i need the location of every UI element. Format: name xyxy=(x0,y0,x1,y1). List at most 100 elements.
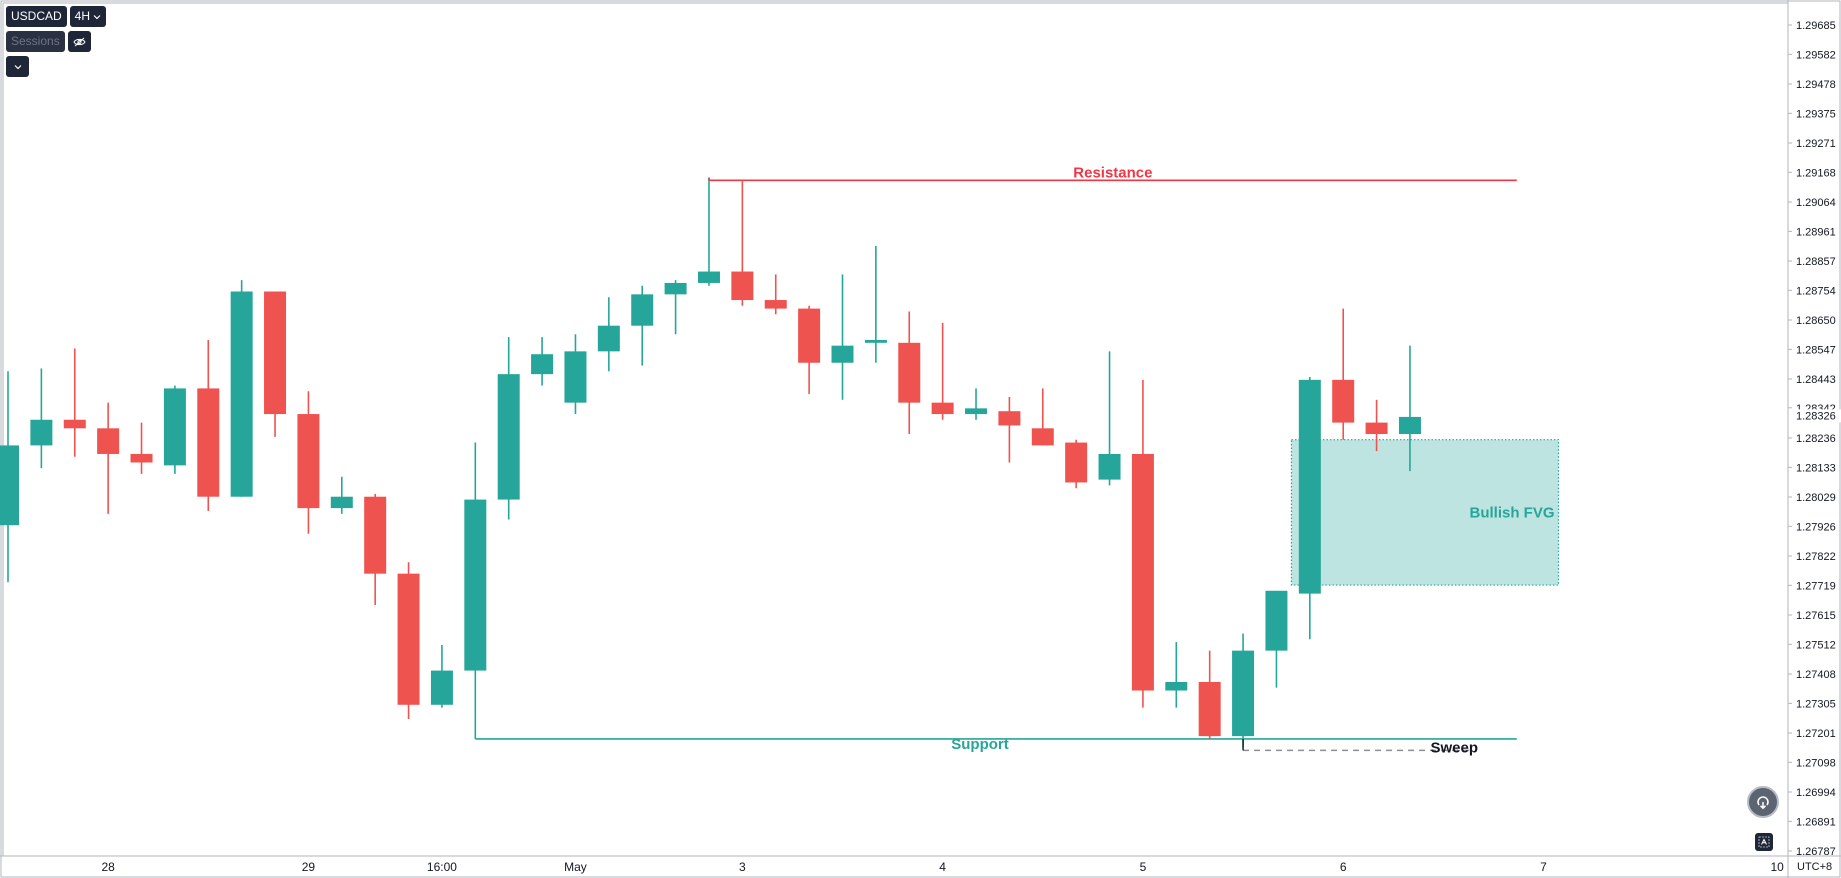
bullish-candle[interactable] xyxy=(631,285,654,366)
bullish-candle[interactable] xyxy=(230,280,253,497)
candle-body xyxy=(864,339,887,343)
sessions-indicator[interactable]: Sessions xyxy=(6,31,65,52)
bearish-candle[interactable] xyxy=(297,391,320,534)
bearish-candle[interactable] xyxy=(130,422,153,474)
bullish-candle[interactable] xyxy=(831,274,854,400)
price-tick-label: 1.28133 xyxy=(1796,462,1836,474)
bullish-candle[interactable] xyxy=(664,280,687,335)
time-tick-label: 10 xyxy=(1770,860,1784,874)
bearish-candle[interactable] xyxy=(1332,308,1355,440)
price-tick-label: 1.29271 xyxy=(1796,138,1836,150)
bullish-candle[interactable] xyxy=(965,388,988,420)
bullish-candle[interactable] xyxy=(1165,642,1188,708)
bearish-candle[interactable] xyxy=(97,402,120,514)
candle-body xyxy=(430,670,453,705)
candle-body xyxy=(1098,453,1121,480)
bullish-candle[interactable] xyxy=(330,476,353,514)
price-tick-label: 1.28443 xyxy=(1796,374,1836,386)
bullish-candle[interactable] xyxy=(1298,377,1321,640)
candle-body xyxy=(1332,379,1355,423)
price-tick-label: 1.26891 xyxy=(1796,816,1836,828)
candle-body xyxy=(697,271,720,283)
bearish-candle[interactable] xyxy=(397,562,420,720)
scroll-to-realtime-button[interactable] xyxy=(1747,786,1779,818)
auto-scale-button[interactable] xyxy=(1755,833,1773,851)
price-tick-label: 1.26787 xyxy=(1796,846,1836,858)
bearish-candle[interactable] xyxy=(931,322,954,420)
bullish-candle[interactable] xyxy=(1398,345,1421,472)
bearish-candle[interactable] xyxy=(731,180,754,306)
plot-area[interactable] xyxy=(2,2,1789,857)
bearish-candle[interactable] xyxy=(63,348,86,457)
time-tick-label: 7 xyxy=(1540,860,1547,874)
candle-body xyxy=(631,294,654,326)
sweep-label[interactable]: Sweep xyxy=(1431,739,1479,756)
bullish-candle[interactable] xyxy=(464,442,487,720)
bullish-fvg-zone[interactable] xyxy=(1290,439,1560,586)
support-label[interactable]: Support xyxy=(951,736,1009,753)
candle-body xyxy=(764,300,787,309)
price-tick-label: 1.27822 xyxy=(1796,551,1836,563)
candles-group xyxy=(0,177,1421,748)
candle-body xyxy=(163,388,186,466)
bearish-candle[interactable] xyxy=(1365,399,1388,452)
bullish-candle[interactable] xyxy=(430,644,453,708)
current-price-label[interactable]: 1.28326 xyxy=(1796,410,1836,422)
resistance-label[interactable]: Resistance xyxy=(1073,164,1152,181)
legend-toggle xyxy=(6,56,29,77)
symbol-button[interactable]: USDCAD xyxy=(6,6,67,27)
price-tick-label: 1.28547 xyxy=(1796,344,1836,356)
bullish-fvg-label[interactable]: Bullish FVG xyxy=(1469,504,1554,521)
candle-body xyxy=(1365,422,1388,435)
bearish-candle[interactable] xyxy=(1131,379,1154,708)
bearish-candle[interactable] xyxy=(1065,439,1088,489)
candle-body xyxy=(531,354,554,375)
bearish-candle[interactable] xyxy=(197,339,220,511)
bullish-candle[interactable] xyxy=(697,177,720,286)
bearish-candle[interactable] xyxy=(998,396,1021,463)
time-tick-label: 29 xyxy=(302,860,316,874)
bullish-candle[interactable] xyxy=(564,334,587,415)
bearish-candle[interactable] xyxy=(364,493,387,606)
bullish-candle[interactable] xyxy=(1232,633,1255,748)
bearish-candle[interactable] xyxy=(1031,388,1054,446)
price-tick-label: 1.28961 xyxy=(1796,226,1836,238)
bearish-candle[interactable] xyxy=(798,305,821,395)
bullish-candle[interactable] xyxy=(497,337,520,520)
candle-body xyxy=(464,499,487,671)
price-tick-label: 1.28857 xyxy=(1796,256,1836,268)
bullish-candle[interactable] xyxy=(163,385,186,474)
bullish-candle[interactable] xyxy=(531,337,554,386)
bearish-candle[interactable] xyxy=(264,291,287,437)
bullish-candle[interactable] xyxy=(1098,351,1121,486)
timezone-label[interactable]: UTC+8 xyxy=(1797,861,1833,873)
candle-body xyxy=(1265,590,1288,651)
candle-body xyxy=(97,428,120,454)
hide-indicator-button[interactable] xyxy=(67,31,91,52)
bullish-candle[interactable] xyxy=(0,371,19,583)
time-tick-label: 4 xyxy=(939,860,946,874)
bullish-candle[interactable] xyxy=(30,368,53,469)
bearish-candle[interactable] xyxy=(764,274,787,315)
price-tick-label: 1.27615 xyxy=(1796,610,1836,622)
time-tick-label: May xyxy=(564,860,587,874)
candle-body xyxy=(898,342,921,403)
price-tick-label: 1.29582 xyxy=(1796,49,1836,61)
candle-body xyxy=(1398,416,1421,435)
candle-body xyxy=(1031,428,1054,446)
collapse-legend-button[interactable] xyxy=(6,56,29,77)
interval-button[interactable]: 4H xyxy=(69,6,107,27)
bullish-candle[interactable] xyxy=(597,297,620,372)
bullish-candle[interactable] xyxy=(1265,590,1288,688)
candle-body xyxy=(30,419,53,446)
candle-body xyxy=(831,345,854,363)
bearish-candle[interactable] xyxy=(1198,650,1221,739)
price-tick-label: 1.28029 xyxy=(1796,492,1836,504)
candle-body xyxy=(130,453,153,463)
price-tick-label: 1.29375 xyxy=(1796,108,1836,120)
bullish-candle[interactable] xyxy=(864,245,887,363)
bearish-candle[interactable] xyxy=(898,311,921,435)
candle-body xyxy=(1131,453,1154,691)
